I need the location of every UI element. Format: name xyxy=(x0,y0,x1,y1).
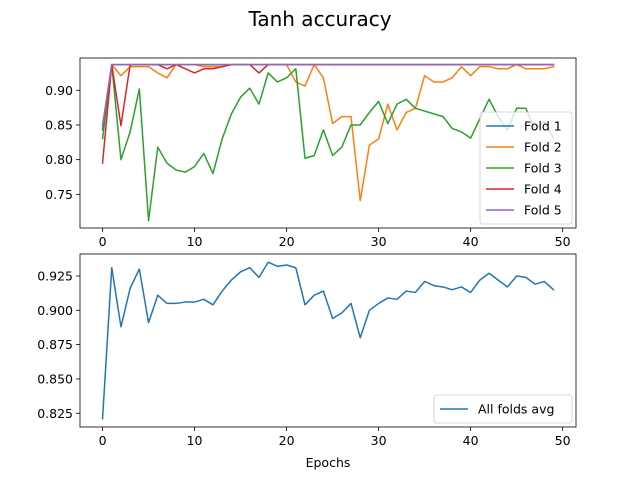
x-tick-label: 40 xyxy=(463,234,479,249)
y-tick-label: 0.90 xyxy=(45,83,73,98)
series-line-1 xyxy=(101,261,555,420)
x-tick-label: 20 xyxy=(279,433,295,448)
y-tick-label: 0.850 xyxy=(37,371,73,386)
accuracy-average-panel: 0 10 20 30 40 50 0.825 0.850 0.875 0.900 0.925 Epoc… xyxy=(37,253,577,470)
x-tick-label: 50 xyxy=(555,234,571,249)
x-tick-label: 10 xyxy=(187,234,203,249)
y-tick-label: 0.75 xyxy=(45,187,73,202)
series-line-3 xyxy=(101,63,555,222)
legend-label-1: Fold 1 xyxy=(524,119,562,134)
x-tick-label: 30 xyxy=(371,234,387,249)
y-tick-label: 0.875 xyxy=(37,337,73,352)
legend-box xyxy=(479,111,573,225)
axes-frame xyxy=(79,57,577,229)
x-tick-label: 0 xyxy=(99,433,107,448)
series-lines xyxy=(101,63,555,222)
x-axis-label: Epochs xyxy=(306,455,351,470)
x-tick-label: 50 xyxy=(555,433,571,448)
legend-label-2: Fold 2 xyxy=(524,140,562,155)
legend: Fold 1 Fold 2 Fold 3 Fold 4 Fold 5 xyxy=(479,111,573,225)
legend-box xyxy=(433,394,573,424)
x-tick-label: 0 xyxy=(99,234,107,249)
x-tick-label: 10 xyxy=(187,433,203,448)
series-line-5 xyxy=(101,63,555,127)
y-tick-label: 0.85 xyxy=(45,117,73,132)
y-tick-label: 0.80 xyxy=(45,152,73,167)
y-tick-label: 0.825 xyxy=(37,406,73,421)
legend-label-1: All folds avg xyxy=(478,402,554,417)
x-tick-label: 30 xyxy=(371,433,387,448)
legend-label-4: Fold 4 xyxy=(524,182,562,197)
legend-label-3: Fold 3 xyxy=(524,161,562,176)
series-lines xyxy=(101,261,555,420)
x-tick-label: 20 xyxy=(279,234,295,249)
axes-frame xyxy=(79,253,577,428)
y-tick-label: 0.900 xyxy=(37,303,73,318)
legend: All folds avg xyxy=(433,394,573,424)
x-tick-label: 40 xyxy=(463,433,479,448)
chart-title: Tanh accuracy xyxy=(247,7,391,31)
legend-label-5: Fold 5 xyxy=(524,203,562,218)
y-tick-label: 0.925 xyxy=(37,268,73,283)
